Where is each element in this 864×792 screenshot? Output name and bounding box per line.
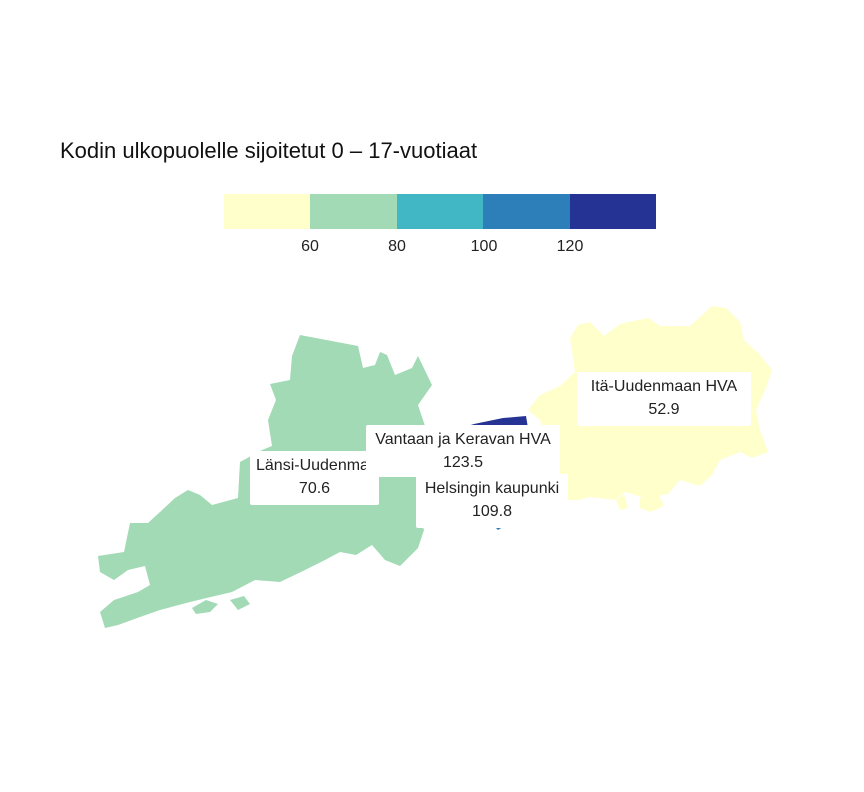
region-label-ita: Itä-Uudenmaan HVA 52.9 [577, 372, 751, 426]
legend-swatch-2 [310, 194, 397, 229]
region-label-lansi: Länsi-Uudenmaan HVA 70.6 [250, 451, 379, 505]
color-legend [224, 194, 656, 229]
map-title: Kodin ulkopuolelle sijoitetut 0 – 17-vuo… [60, 138, 478, 163]
legend-tick: 60 [301, 238, 319, 255]
legend-swatch-3 [396, 194, 484, 229]
region-label-vantaa: Vantaan ja Keravan HVA 123.5 [366, 425, 560, 477]
legend-swatch-1 [224, 194, 311, 229]
legend-tick: 120 [556, 238, 584, 255]
region-name: Itä-Uudenmaan HVA [590, 378, 738, 395]
legend-tick: 80 [388, 238, 406, 255]
region-value: 109.8 [471, 503, 513, 520]
region-value: 123.5 [442, 454, 484, 471]
region-name: Länsi-Uudenmaan HVA [256, 457, 379, 474]
legend-swatch-4 [483, 194, 570, 229]
legend-tick: 100 [470, 238, 498, 255]
region-name: Helsingin kaupunki [424, 480, 560, 497]
region-name: Vantaan ja Keravan HVA [375, 431, 551, 448]
region-label-helsinki: Helsingin kaupunki 109.8 [416, 474, 568, 528]
legend-swatch-5 [569, 194, 656, 229]
region-value: 70.6 [298, 480, 331, 497]
region-value: 52.9 [648, 401, 680, 418]
